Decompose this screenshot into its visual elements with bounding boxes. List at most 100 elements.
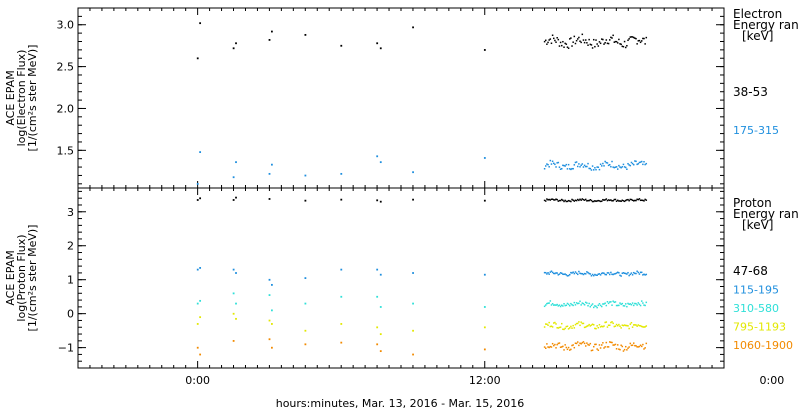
data-point [586, 165, 588, 168]
data-point [581, 33, 584, 36]
legend-entry: 310-580 [733, 302, 779, 315]
data-point [547, 346, 549, 348]
data-point [576, 38, 579, 40]
data-point [544, 200, 547, 202]
data-point [600, 272, 603, 275]
data-point [632, 271, 635, 274]
data-point [379, 200, 382, 203]
data-point [596, 274, 598, 277]
data-point [637, 198, 640, 201]
data-point [623, 324, 626, 326]
data-point [550, 42, 553, 45]
y-tick-label: −1 [58, 342, 74, 355]
data-point [583, 304, 586, 306]
data-point [548, 302, 550, 304]
data-point [599, 274, 602, 276]
data-point [588, 302, 590, 305]
data-point [594, 45, 596, 48]
data-point [566, 302, 569, 305]
data-point [628, 199, 630, 202]
data-point [572, 167, 574, 170]
data-point [638, 198, 641, 200]
data-point [235, 42, 237, 45]
data-point [573, 35, 576, 38]
data-point [549, 159, 552, 162]
data-point [638, 273, 641, 275]
data-point [552, 344, 555, 347]
legend-entry: 175-315 [733, 124, 779, 137]
data-point [580, 272, 582, 275]
data-point [611, 273, 613, 276]
data-point [603, 43, 605, 45]
data-point [552, 199, 555, 201]
data-point [608, 341, 611, 343]
data-point [570, 168, 572, 171]
data-point [235, 161, 237, 164]
data-point [551, 302, 554, 305]
data-point [644, 326, 646, 328]
data-point [592, 38, 595, 41]
data-point [605, 321, 608, 323]
data-point [578, 199, 580, 202]
data-point [587, 343, 589, 346]
data-point [340, 198, 343, 201]
data-point [571, 45, 573, 47]
data-point [596, 348, 598, 350]
data-point [596, 325, 598, 327]
data-point [546, 323, 548, 325]
data-point [571, 167, 573, 170]
data-point [618, 348, 620, 350]
data-point [632, 324, 635, 326]
legend-title: Energy ran [733, 207, 799, 221]
data-point [642, 302, 644, 304]
data-point [620, 166, 622, 169]
data-point [639, 325, 642, 327]
y-axis-title: ACE EPAMlog(Electron Flux)[1/(cm²s ster … [4, 45, 39, 152]
y-tick-label: 3 [67, 206, 74, 219]
data-point [631, 199, 634, 202]
data-point [634, 199, 636, 202]
y-axis-title-line: ACE EPAM [4, 70, 17, 125]
data-point [621, 166, 624, 168]
data-point [638, 345, 641, 348]
data-point [574, 271, 577, 273]
data-point [558, 199, 561, 202]
data-point [607, 272, 610, 274]
series-175-315 [196, 151, 648, 185]
data-point [547, 302, 549, 304]
data-point [376, 326, 379, 329]
data-point [592, 274, 595, 277]
data-point [605, 304, 608, 307]
data-point [559, 41, 562, 44]
data-point [578, 36, 580, 39]
data-point [620, 344, 622, 347]
data-point [560, 44, 563, 47]
data-point [608, 301, 611, 303]
legend-entry: 47-68 [733, 264, 768, 278]
data-point [631, 36, 634, 38]
data-point [579, 40, 581, 42]
data-point [548, 321, 550, 324]
data-point [568, 273, 571, 276]
data-point [551, 342, 554, 345]
series-38-53 [196, 22, 648, 60]
data-point [304, 33, 307, 36]
data-point [576, 302, 579, 305]
data-point [618, 272, 620, 274]
data-point [548, 273, 550, 275]
data-point [549, 345, 552, 348]
data-point [635, 324, 637, 326]
data-point [568, 168, 571, 170]
data-point [612, 344, 614, 346]
data-point [565, 43, 568, 45]
data-point [614, 272, 617, 275]
data-point [199, 353, 202, 356]
data-point [563, 349, 565, 351]
data-point [550, 304, 553, 306]
data-point [379, 161, 382, 164]
data-point [562, 40, 564, 43]
data-point [559, 326, 562, 328]
data-point [603, 325, 605, 327]
data-point [551, 34, 554, 37]
data-point [627, 39, 629, 42]
